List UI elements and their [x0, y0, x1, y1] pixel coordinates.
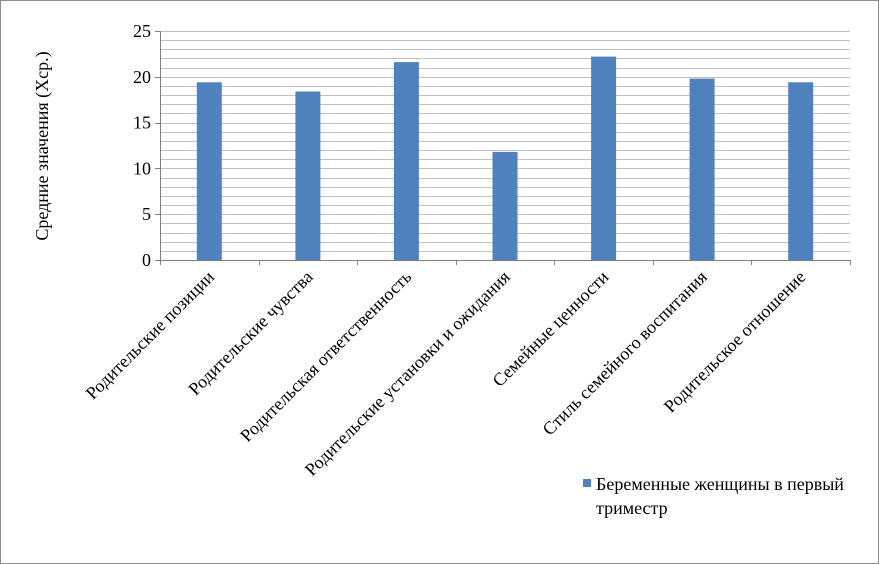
y-tick-label: 0: [142, 250, 151, 270]
x-tick-label: Родительские установки и ожидания: [301, 267, 514, 480]
bar: [295, 91, 321, 260]
y-tick-label: 20: [133, 67, 151, 87]
y-tick-labels: 0 5 10 15 20 25: [133, 21, 151, 270]
bar: [492, 151, 518, 260]
y-tick-label: 10: [133, 158, 151, 178]
axes: [155, 31, 851, 265]
bars: [196, 56, 814, 260]
bar: [591, 56, 617, 260]
legend-swatch: [583, 479, 591, 487]
bar: [689, 78, 715, 260]
bar: [393, 62, 419, 260]
y-tick-label: 25: [133, 21, 151, 41]
x-tick-label: Стиль семейного воспитания: [538, 267, 710, 439]
legend-label: Беременные женщины в первый триместр: [596, 474, 844, 518]
y-tick-label: 15: [133, 113, 151, 133]
y-tick-label: 5: [142, 204, 151, 224]
x-tick-label: Родительская ответственность: [236, 267, 415, 446]
y-axis-title: Средние значения (Хср.): [32, 51, 53, 240]
bar: [196, 82, 222, 260]
bar: [788, 82, 814, 260]
